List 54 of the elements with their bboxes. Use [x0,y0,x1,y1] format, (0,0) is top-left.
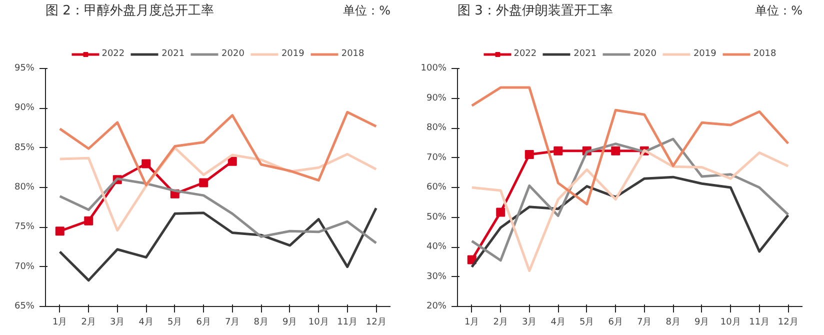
legend-label: 2020 [634,48,656,60]
legend-label: 2022 [514,48,537,60]
x-tick-label: 3月 [110,318,125,328]
x-tick-label: 5月 [580,318,594,328]
y-tick-label: 70% [14,262,35,272]
x-tick-label: 4月 [138,318,154,328]
y-tick-label: 50% [426,212,447,222]
legend-label: 2018 [753,48,776,60]
y-tick-label: 80% [14,182,35,192]
y-tick-label: 85% [14,142,35,153]
x-tick-label: 5月 [168,318,182,328]
legend-label: 2021 [162,48,185,60]
y-tick-label: 60% [426,182,447,192]
x-tick-label: 9月 [282,318,298,328]
chart-subtitle: 单位：% [343,4,391,18]
x-tick-label: 12月 [778,318,798,328]
y-tick-label: 90% [426,93,447,104]
chart-subtitle: 单位：% [755,4,803,18]
y-tick-label: 95% [14,64,35,74]
y-tick-label: 20% [426,302,447,312]
y-tick-label: 70% [426,152,447,163]
legend-label: 2018 [341,48,364,60]
y-tick-label: 90% [14,103,35,114]
legend-label: 2021 [574,48,597,60]
x-tick-label: 10月 [308,318,329,328]
legend-label: 2020 [222,48,244,60]
x-tick-label: 9月 [694,318,710,328]
chart-title: 图 3：外盘伊朗装置开工率 [458,2,613,19]
legend-label: 2019 [281,48,304,60]
x-tick-label: 2月 [81,318,96,328]
x-tick-label: 1月 [464,318,480,328]
y-tick-label: 75% [14,222,35,232]
x-tick-label: 8月 [666,318,680,328]
x-tick-label: 2月 [493,318,508,328]
x-tick-label: 6月 [196,318,211,328]
y-tick-label: 65% [14,302,35,312]
x-tick-label: 7月 [225,318,240,328]
legend-label: 2019 [693,48,716,60]
y-tick-label: 40% [426,242,447,252]
x-tick-label: 6月 [608,318,623,328]
x-tick-label: 8月 [254,318,268,328]
x-tick-label: 10月 [720,318,741,328]
y-tick-label: 30% [426,272,447,282]
x-tick-label: 11月 [337,318,358,328]
x-tick-label: 7月 [637,318,652,328]
legend-label: 2022 [102,48,125,60]
y-tick-label: 100% [420,64,447,74]
x-tick-label: 1月 [52,318,68,328]
x-tick-label: 12月 [366,318,386,328]
chart-title: 图 2：甲醇外盘月度总开工率 [46,2,214,19]
x-tick-label: 3月 [522,318,537,328]
x-tick-label: 4月 [550,318,566,328]
x-tick-label: 11月 [749,318,770,328]
y-tick-label: 80% [426,123,447,133]
